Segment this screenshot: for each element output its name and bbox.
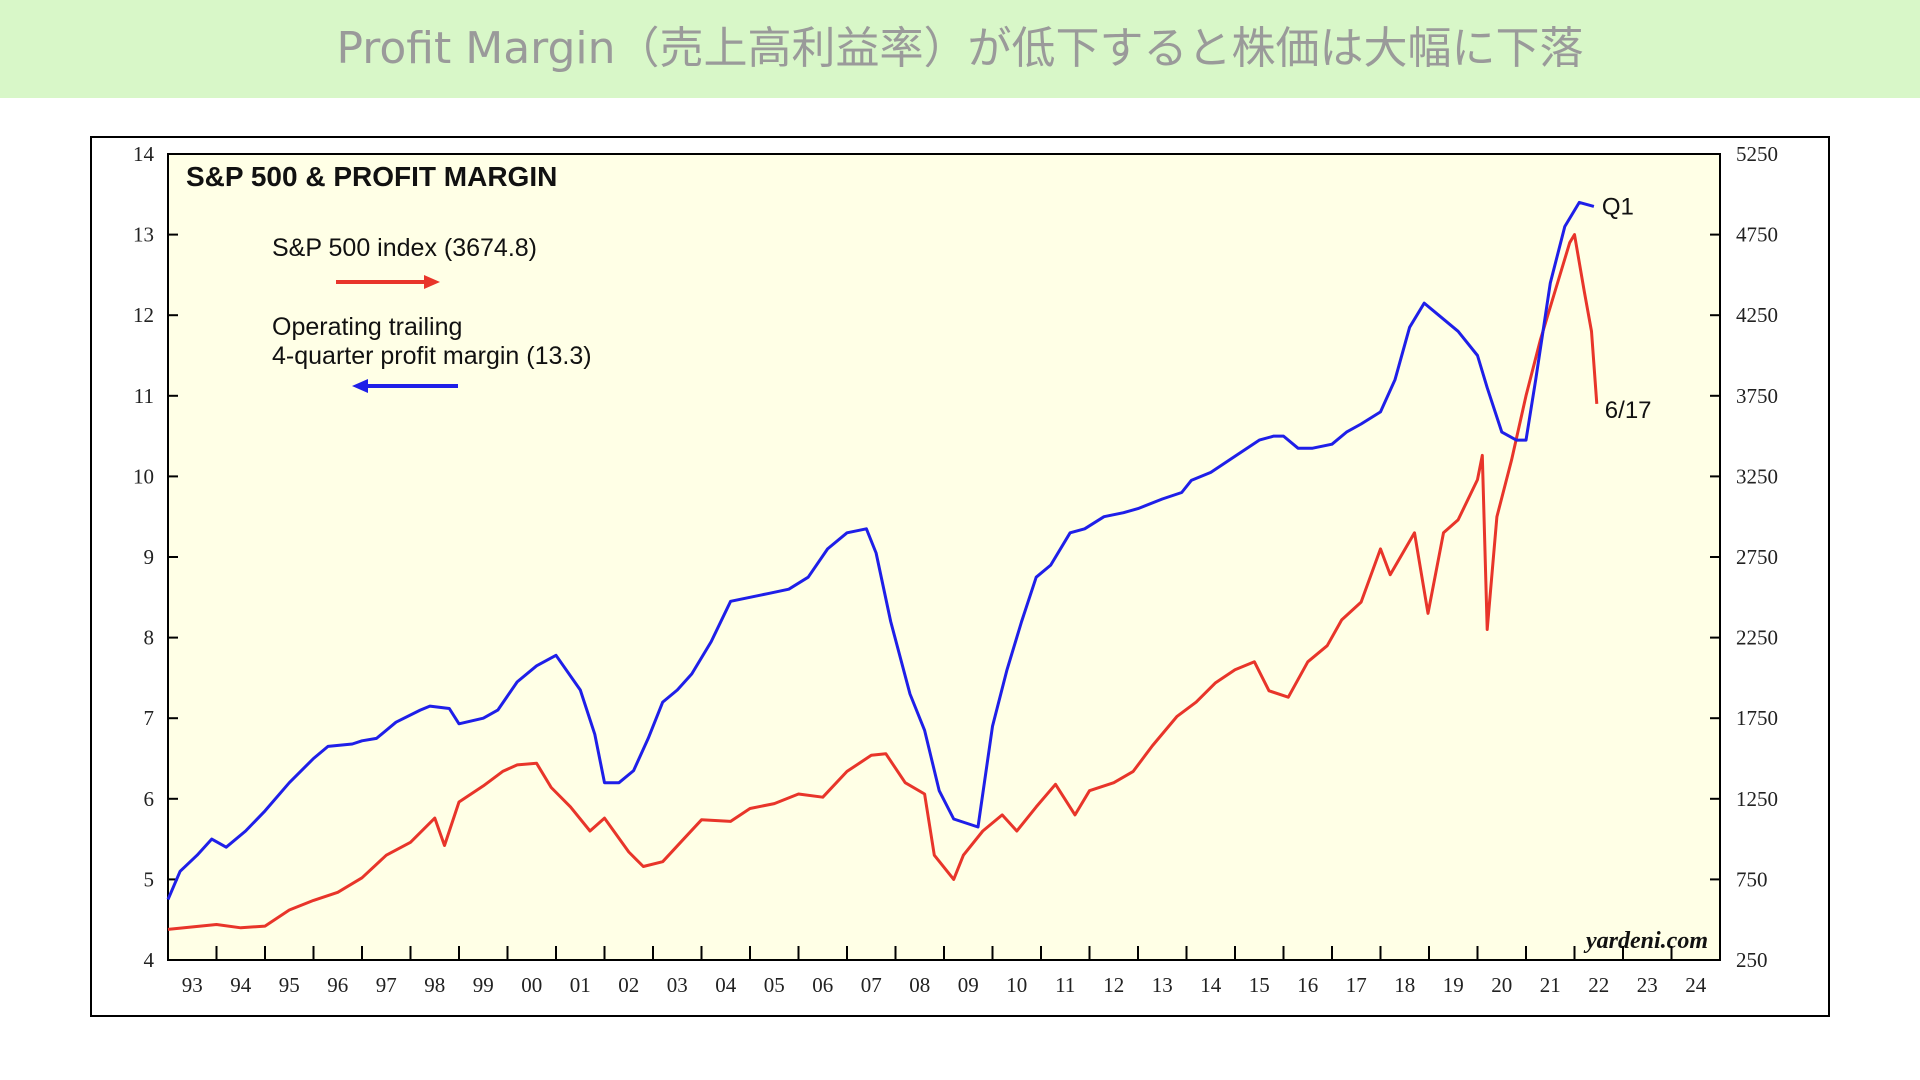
x-tick-label: 97 [376, 973, 397, 997]
y2-tick-label: 4750 [1736, 223, 1778, 247]
x-tick-label: 18 [1394, 973, 1415, 997]
y2-tick-label: 2250 [1736, 626, 1778, 650]
y-tick-label: 6 [144, 787, 155, 811]
x-tick-label: 12 [1103, 973, 1124, 997]
x-tick-label: 96 [327, 973, 348, 997]
legend-label: S&P 500 index (3674.8) [272, 234, 537, 262]
legend-arrowhead [424, 275, 440, 289]
y-tick-label: 13 [133, 223, 154, 247]
series-line [166, 200, 1595, 901]
y-tick-label: 9 [144, 545, 155, 569]
chart-title: S&P 500 & PROFIT MARGIN [186, 161, 557, 192]
x-tick-label: 24 [1685, 973, 1707, 997]
x-tick-label: 13 [1152, 973, 1173, 997]
y-tick-label: 10 [133, 464, 154, 488]
y2-tick-label: 5250 [1736, 142, 1778, 166]
page-title: Profit Margin（売上高利益率）が低下すると株価は大幅に下落 [0, 0, 1920, 98]
x-tick-label: 21 [1540, 973, 1561, 997]
legend-arrowhead [352, 379, 368, 393]
x-tick-label: 10 [1006, 973, 1027, 997]
plot-area [167, 153, 1721, 961]
x-tick-label: 14 [1200, 973, 1222, 997]
x-tick-label: 23 [1637, 973, 1658, 997]
x-tick-label: 02 [618, 973, 639, 997]
y-tick-label: 7 [144, 706, 155, 730]
x-tick-label: 22 [1588, 973, 1609, 997]
legend-label: Operating trailing [272, 313, 462, 341]
x-tick-label: 09 [958, 973, 979, 997]
x-tick-label: 04 [715, 973, 737, 997]
series-line [167, 233, 1599, 931]
y2-tick-label: 3750 [1736, 384, 1778, 408]
y2-tick-label: 1250 [1736, 787, 1778, 811]
x-tick-label: 99 [473, 973, 494, 997]
y2-tick-label: 4250 [1736, 303, 1778, 327]
y-tick-label: 4 [144, 948, 155, 972]
x-tick-label: 17 [1346, 973, 1367, 997]
end-label: 6/17 [1605, 397, 1652, 424]
x-tick-label: 16 [1297, 973, 1318, 997]
y2-tick-label: 3250 [1736, 464, 1778, 488]
x-tick-label: 95 [279, 973, 300, 997]
x-tick-label: 06 [812, 973, 833, 997]
end-label: Q1 [1602, 193, 1634, 220]
y2-tick-label: 1750 [1736, 706, 1778, 730]
x-tick-label: 20 [1491, 973, 1512, 997]
x-tick-label: 98 [424, 973, 445, 997]
x-tick-label: 07 [861, 973, 882, 997]
x-tick-label: 15 [1249, 973, 1270, 997]
y2-tick-label: 750 [1736, 867, 1768, 891]
x-tick-label: 03 [667, 973, 688, 997]
x-tick-label: 19 [1443, 973, 1464, 997]
legend-label: 4-quarter profit margin (13.3) [272, 342, 592, 370]
x-tick-label: 93 [182, 973, 203, 997]
y-tick-label: 12 [133, 303, 154, 327]
x-tick-label: 01 [570, 973, 591, 997]
source: yardeni.com [1583, 928, 1708, 954]
y2-tick-label: 250 [1736, 948, 1768, 972]
y2-tick-label: 2750 [1736, 545, 1778, 569]
y-tick-label: 8 [144, 626, 155, 650]
x-tick-label: 08 [909, 973, 930, 997]
y-tick-label: 11 [134, 384, 154, 408]
x-tick-label: 11 [1055, 973, 1075, 997]
x-tick-label: 05 [764, 973, 785, 997]
y-tick-label: 14 [133, 142, 155, 166]
y-tick-label: 5 [144, 867, 155, 891]
x-tick-label: 94 [230, 973, 252, 997]
x-tick-label: 00 [521, 973, 542, 997]
